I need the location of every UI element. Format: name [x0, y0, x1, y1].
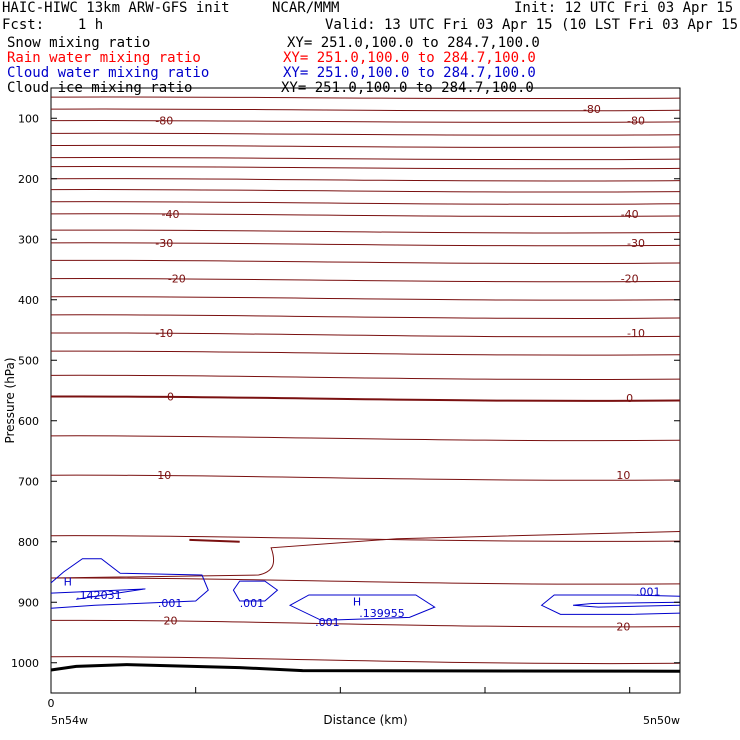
- isotherm-label: 0: [626, 392, 633, 405]
- isotherm-line: [50, 577, 681, 585]
- y-tick-label: 500: [18, 354, 39, 367]
- cloud-water-label: H: [64, 576, 72, 589]
- isotherm-label: 10: [616, 469, 630, 482]
- isotherm-label: -80: [627, 115, 645, 128]
- cloud-water-contour: [573, 601, 681, 608]
- organization: NCAR/MMM: [272, 0, 340, 16]
- isotherm-line: [50, 395, 681, 402]
- field-label-cloud-water: Cloud water mixing ratio: [7, 65, 210, 81]
- field-xy-cloud-water: XY= 251.0,100.0 to 284.7,100.0: [283, 65, 536, 81]
- cloud-water-label: .139955: [359, 607, 405, 620]
- y-tick-label: 200: [18, 173, 39, 186]
- cloud-water-contour: [50, 558, 209, 609]
- isotherm-line: [50, 178, 681, 182]
- isotherm-line: [50, 189, 681, 193]
- terrain-line: [50, 663, 681, 673]
- isotherm-line: [50, 156, 681, 161]
- cloud-water-contour: [540, 594, 681, 615]
- field-label-rain: Rain water mixing ratio: [7, 50, 201, 66]
- x-axis-title: Distance (km): [323, 713, 407, 727]
- isotherm-label: 10: [157, 469, 171, 482]
- isotherm-line: [50, 229, 681, 234]
- isotherm-line: [50, 96, 681, 100]
- y-tick-label: 300: [18, 233, 39, 246]
- field-xy-rain: XY= 251.0,100.0 to 284.7,100.0: [283, 50, 536, 66]
- chart-title: HAIC-HIWC 13km ARW-GFS init: [2, 0, 230, 16]
- y-tick-label: 1000: [11, 657, 39, 670]
- isotherm-line: [50, 120, 681, 123]
- isotherm-line: [50, 144, 681, 148]
- cloud-water-label: .001: [158, 597, 183, 610]
- isotherm-line: [50, 201, 681, 205]
- isotherm-line: [50, 656, 681, 665]
- isotherm-line: [50, 535, 681, 542]
- isotherm-line: [50, 132, 681, 136]
- isotherm-line: [50, 332, 681, 338]
- isotherm-label: -80: [583, 103, 601, 116]
- y-tick-label: 400: [18, 294, 39, 307]
- isotherm-line: [50, 374, 681, 381]
- cloud-water-label: H: [353, 596, 361, 609]
- cloud-water-contour: [232, 580, 279, 602]
- field-xy-snow: XY= 251.0,100.0 to 284.7,100.0: [287, 35, 540, 51]
- y-tick-label: 700: [18, 475, 39, 488]
- isotherm-line: [50, 213, 681, 217]
- isotherm-label: -20: [168, 273, 186, 286]
- cloud-water-contour: [288, 594, 436, 621]
- plot-frame: [50, 87, 681, 694]
- isotherm-line: [189, 538, 240, 543]
- y-tick-label: 900: [18, 596, 39, 609]
- cloud-water-contour: [50, 588, 146, 600]
- isotherm-line: [50, 530, 681, 579]
- init-time: Init: 12 UTC Fri 03 Apr 15: [514, 0, 734, 16]
- isotherm-label: 20: [616, 620, 630, 633]
- isotherm-label: 0: [167, 391, 174, 404]
- y-tick-label: 600: [18, 415, 39, 428]
- isotherm-label: -30: [627, 237, 645, 250]
- cloud-water-label: .001: [636, 585, 661, 598]
- field-label-snow: Snow mixing ratio: [7, 35, 151, 51]
- isotherm-line: [50, 435, 681, 442]
- isotherm-label: -10: [627, 327, 645, 340]
- isotherm-line: [50, 242, 681, 247]
- isotherm-line: [50, 259, 681, 264]
- isotherm-label: 20: [164, 614, 178, 627]
- isotherm-line: [50, 619, 681, 628]
- isotherm-line: [50, 474, 681, 481]
- isotherm-line: [50, 314, 681, 319]
- valid-time: Valid: 13 UTC Fri 03 Apr 15 (10 LST Fri …: [325, 17, 740, 33]
- y-axis-title: Pressure (hPa): [3, 357, 17, 443]
- forecast-hour: Fcst: 1 h: [2, 17, 104, 33]
- y-tick-label: 800: [18, 536, 39, 549]
- cloud-water-label: .142031: [76, 589, 122, 602]
- isotherm-line: [50, 108, 681, 112]
- isotherm-label: -40: [162, 208, 180, 221]
- isotherm-label: -40: [621, 208, 639, 221]
- cloud-water-label: .001: [240, 597, 265, 610]
- isotherm-line: [50, 166, 681, 170]
- x-origin-label: 0: [48, 697, 55, 710]
- isotherm-line: [50, 296, 681, 301]
- isotherm-label: -10: [155, 327, 173, 340]
- x-right-location-label: 5n50w: [643, 714, 680, 727]
- x-left-location-label: 5n54w: [51, 714, 88, 727]
- cloud-water-label: .001: [315, 616, 340, 629]
- isotherm-label: -30: [155, 237, 173, 250]
- isotherm-label: -20: [621, 273, 639, 286]
- isotherm-line: [50, 277, 681, 283]
- y-tick-label: 100: [18, 112, 39, 125]
- isotherm-label: -80: [155, 115, 173, 128]
- isotherm-line: [50, 350, 681, 356]
